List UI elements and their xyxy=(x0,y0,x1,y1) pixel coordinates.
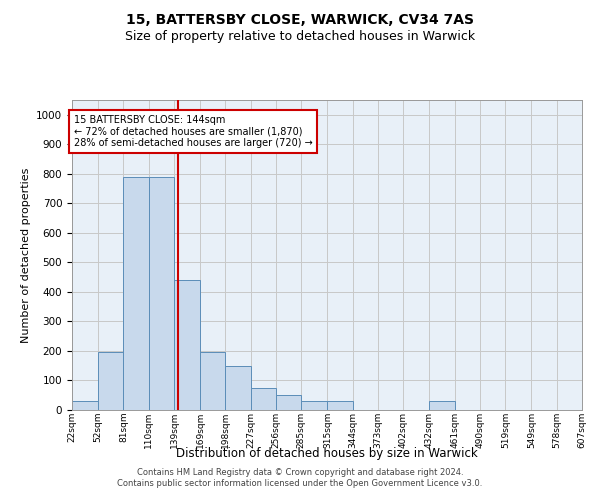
Text: 15, BATTERSBY CLOSE, WARWICK, CV34 7AS: 15, BATTERSBY CLOSE, WARWICK, CV34 7AS xyxy=(126,12,474,26)
Bar xyxy=(301,401,328,410)
Text: Contains HM Land Registry data © Crown copyright and database right 2024.
Contai: Contains HM Land Registry data © Crown c… xyxy=(118,468,482,487)
Bar xyxy=(174,280,200,410)
Text: 15 BATTERSBY CLOSE: 144sqm
← 72% of detached houses are smaller (1,870)
28% of s: 15 BATTERSBY CLOSE: 144sqm ← 72% of deta… xyxy=(74,115,313,148)
Bar xyxy=(328,401,353,410)
Bar xyxy=(149,177,174,410)
Bar xyxy=(72,401,98,410)
Bar xyxy=(98,352,124,410)
Text: Distribution of detached houses by size in Warwick: Distribution of detached houses by size … xyxy=(176,448,478,460)
Bar xyxy=(226,366,251,410)
Bar xyxy=(251,388,276,410)
Bar xyxy=(200,352,226,410)
Y-axis label: Number of detached properties: Number of detached properties xyxy=(20,168,31,342)
Text: Size of property relative to detached houses in Warwick: Size of property relative to detached ho… xyxy=(125,30,475,43)
Bar xyxy=(276,395,301,410)
Bar xyxy=(124,177,149,410)
Bar xyxy=(430,401,455,410)
